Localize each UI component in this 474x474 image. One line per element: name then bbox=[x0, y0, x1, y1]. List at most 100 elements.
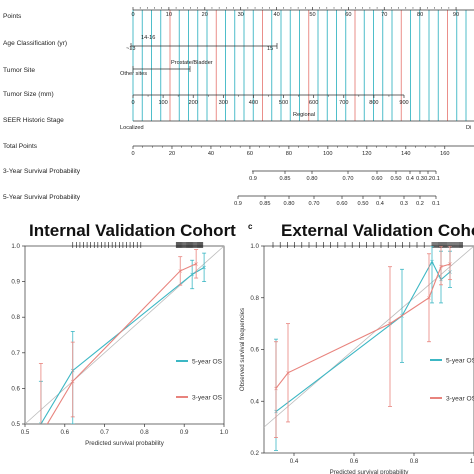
tumor-size-tick-label: 400 bbox=[249, 100, 258, 106]
points-tick-label: 20 bbox=[202, 12, 208, 18]
external-validation-chart: 0.4 0.6 0.8 1.0 0.2 0.4 0.6 0.8 1.0 Predicted sur… bbox=[239, 242, 474, 474]
legend-label: 3-year OS bbox=[446, 396, 474, 403]
x-tick-label: 1.0 bbox=[470, 458, 474, 465]
five-year-tick-label: 0.4 bbox=[376, 201, 384, 207]
points-tick-label: 30 bbox=[238, 12, 244, 18]
x-axis-title: Predicted survival probability bbox=[330, 469, 410, 474]
data-point: × bbox=[426, 295, 431, 302]
three-year-tick-label: 0.9 bbox=[249, 176, 257, 182]
total-points-tick-label: 40 bbox=[208, 151, 214, 157]
three-year-tick-label: 0.1 bbox=[432, 176, 440, 182]
total-points-ticks: 0 20 40 60 80 100 120 140 160 bbox=[131, 146, 449, 157]
internal-validation-chart: 0.5 0.6 0.7 0.8 0.9 1.0 0.5 0.6 0.7 0.8 0.9 1.0 Pred… bbox=[11, 242, 229, 447]
data-point: × bbox=[194, 261, 199, 268]
five-year-tick-label: 0.2 bbox=[416, 201, 424, 207]
row-label-tumor-site: Tumor Site bbox=[3, 67, 35, 74]
data-point: × bbox=[178, 268, 183, 275]
y-tick-label: 0.4 bbox=[250, 398, 259, 405]
three-year-tick-label: 0.70 bbox=[343, 176, 354, 182]
row-label-tumor-size: Tumor Size (mm) bbox=[3, 91, 54, 98]
row-label-points: Points bbox=[3, 13, 22, 20]
total-points-tick-label: 140 bbox=[401, 151, 410, 157]
tumor-size-tick-label: 500 bbox=[279, 100, 288, 106]
five-year-survival-ticks: 0.9 0.85 0.80 0.70 0.60 0.50 0.4 0.3 0.2 0.1 bbox=[234, 196, 440, 207]
total-points-tick-label: 160 bbox=[440, 151, 449, 157]
internal-chart-title: Internal Validation Cohort bbox=[29, 221, 236, 240]
series-line bbox=[275, 263, 451, 389]
tumor-size-tick-label: 900 bbox=[399, 100, 408, 106]
seer-regional: Regional bbox=[293, 112, 315, 118]
row-label-age: Age Classification (yr) bbox=[3, 40, 67, 47]
rug-marks bbox=[72, 242, 204, 248]
points-tick-label: 40 bbox=[273, 12, 279, 18]
data-point: × bbox=[190, 271, 195, 278]
legend: 5-year OS 3-year OS bbox=[176, 359, 223, 402]
points-tick-label: 80 bbox=[417, 12, 423, 18]
x-axis-title: Predicted survival probability bbox=[85, 440, 165, 447]
five-year-tick-label: 0.60 bbox=[337, 201, 348, 207]
y-tick-label: 0.6 bbox=[250, 347, 259, 354]
total-points-tick-label: 60 bbox=[247, 151, 253, 157]
series-line bbox=[46, 263, 197, 424]
three-year-tick-label: 0.50 bbox=[391, 176, 402, 182]
data-point: × bbox=[399, 313, 404, 320]
x-tick-label: 0.7 bbox=[100, 429, 109, 436]
five-year-tick-label: 0.3 bbox=[400, 201, 408, 207]
legend-label: 3-year OS bbox=[192, 395, 223, 402]
x-tick-label: 0.6 bbox=[350, 458, 359, 465]
five-year-tick-label: 0.80 bbox=[284, 201, 295, 207]
three-year-tick-label: 0.2 bbox=[424, 176, 432, 182]
age-annotation-13: ~13 bbox=[126, 46, 136, 52]
total-points-tick-label: 80 bbox=[286, 151, 292, 157]
three-year-tick-label: 0.3 bbox=[416, 176, 424, 182]
row-label-seer-stage: SEER Historic Stage bbox=[3, 117, 64, 124]
three-year-tick-label: 0.4 bbox=[406, 176, 414, 182]
five-year-tick-label: 0.70 bbox=[309, 201, 320, 207]
data-point: × bbox=[429, 259, 434, 266]
data-point: × bbox=[438, 264, 443, 271]
age-annotation-14-16: 14-16 bbox=[141, 35, 155, 41]
row-label-total-points: Total Points bbox=[3, 143, 38, 150]
total-points-tick-label: 100 bbox=[323, 151, 332, 157]
three-year-tick-label: 0.85 bbox=[280, 176, 291, 182]
y-tick-label: 0.5 bbox=[11, 421, 20, 428]
y-tick-label: 0.7 bbox=[11, 350, 20, 357]
tumor-size-tick-label: 0 bbox=[131, 100, 134, 106]
data-point: × bbox=[70, 378, 75, 385]
external-chart-title: External Validation Cohort bbox=[281, 221, 474, 240]
three-year-survival-ticks: 0.9 0.85 0.80 0.70 0.60 0.50 0.4 0.3 0.2 0.1 bbox=[249, 171, 440, 182]
y-axis-title: Observed survival frequencies bbox=[239, 308, 246, 391]
three-year-tick-label: 0.60 bbox=[372, 176, 383, 182]
five-year-tick-label: 0.1 bbox=[432, 201, 440, 207]
nomogram-guide-lines bbox=[132, 10, 467, 121]
tumor-size-tick-label: 800 bbox=[369, 100, 378, 106]
points-tick-label: 10 bbox=[166, 12, 172, 18]
data-point: × bbox=[202, 264, 207, 271]
y-tick-label: 1.0 bbox=[250, 243, 259, 250]
x-tick-label: 0.9 bbox=[180, 429, 189, 436]
points-tick-label: 70 bbox=[381, 12, 387, 18]
x-tick-label: 0.4 bbox=[290, 458, 299, 465]
x-tick-label: 0.5 bbox=[21, 429, 30, 436]
total-points-tick-label: 20 bbox=[169, 151, 175, 157]
tumor-site-other: Other sites bbox=[120, 71, 147, 77]
y-tick-label: 0.2 bbox=[250, 450, 259, 457]
tumor-size-tick-label: 700 bbox=[339, 100, 348, 106]
panel-letter-c: c bbox=[248, 222, 253, 231]
seer-distant: Di bbox=[466, 125, 471, 131]
y-tick-label: 0.8 bbox=[11, 314, 20, 321]
x-tick-label: 0.6 bbox=[60, 429, 69, 436]
y-tick-label: 0.6 bbox=[11, 385, 20, 392]
total-points-tick-label: 0 bbox=[131, 151, 134, 157]
points-axis-ticks: 0 10 20 30 40 50 60 70 80 90 bbox=[131, 7, 459, 18]
legend-label: 5-year OS bbox=[446, 358, 474, 365]
three-year-tick-label: 0.80 bbox=[307, 176, 318, 182]
plot-frame bbox=[24, 245, 225, 425]
data-point: × bbox=[273, 385, 278, 392]
row-label-3yr: 3-Year Survival Probability bbox=[3, 168, 81, 175]
data-point: × bbox=[447, 261, 452, 268]
data-point: × bbox=[285, 370, 290, 377]
legend-label: 5-year OS bbox=[192, 359, 223, 366]
points-tick-label: 60 bbox=[345, 12, 351, 18]
